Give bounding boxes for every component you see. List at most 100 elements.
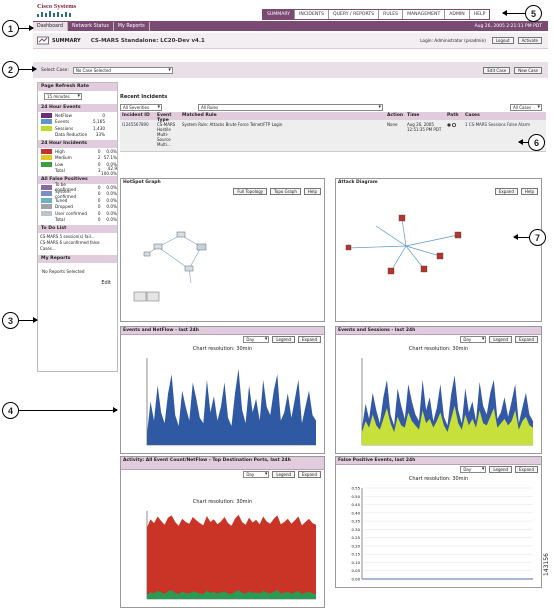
- expand-button[interactable]: Expand: [515, 466, 538, 473]
- nav-query-reports[interactable]: QUERY / REPORTS: [328, 10, 378, 19]
- network-device-icon[interactable]: [196, 243, 207, 251]
- topo-graph-button[interactable]: Topo Graph: [270, 188, 301, 195]
- list-item: Total 3 42.9 100.0%: [38, 166, 117, 176]
- column-header[interactable]: Incident ID: [122, 113, 150, 118]
- column-header[interactable]: Path: [447, 113, 459, 118]
- legend-swatch: [41, 112, 52, 118]
- new-case-button[interactable]: New Case: [514, 66, 542, 74]
- item-label[interactable]: Total: [55, 217, 65, 223]
- hotspot-graph[interactable]: [121, 207, 326, 317]
- item-label[interactable]: To be confirmed: [55, 182, 77, 193]
- range-select[interactable]: Day: [460, 336, 487, 343]
- logout-button[interactable]: Logout: [491, 37, 514, 44]
- edit-case-button[interactable]: Edit Case: [483, 66, 511, 74]
- full-topology-button[interactable]: Full Topology: [233, 188, 268, 195]
- tab-my-reports[interactable]: My Reports: [114, 21, 150, 31]
- matched-rule[interactable]: System Rule: Attacks Brute Force Telnet/…: [182, 122, 283, 127]
- range-select[interactable]: Day: [243, 336, 270, 343]
- incident-id[interactable]: I1245567890: [122, 122, 149, 127]
- chart-panel-title: Events and Sessions - last 24h: [336, 327, 541, 335]
- column-header[interactable]: Action: [387, 113, 404, 118]
- host-icon[interactable]: [436, 252, 444, 260]
- item-label[interactable]: Low: [55, 161, 64, 167]
- severity-filter[interactable]: All Severities: [120, 104, 162, 111]
- page-header: SUMMARY CS-MARS Standalone: LC20-Dev v4.…: [33, 33, 548, 49]
- column-header[interactable]: Time: [407, 113, 420, 118]
- refresh-title: Page Refresh Rate: [38, 83, 117, 91]
- cisco-logo: Cisco Systems: [37, 3, 97, 19]
- legend-button[interactable]: Legend: [489, 336, 513, 343]
- chart-controls: DayLegendExpand: [460, 466, 538, 473]
- host-icon[interactable]: [454, 231, 462, 239]
- nav-incidents[interactable]: INCIDENTS: [294, 10, 328, 19]
- item-label[interactable]: System confirmed: [55, 188, 77, 199]
- tab-dashboard[interactable]: Dashboard: [33, 21, 69, 31]
- item-value: 0: [97, 184, 101, 190]
- column-header[interactable]: Cases: [465, 113, 480, 118]
- hotspot-help-button[interactable]: Help: [303, 188, 321, 195]
- legend-button[interactable]: Legend: [272, 471, 296, 478]
- item-label[interactable]: Dropped: [55, 204, 73, 210]
- item-label[interactable]: User confirmed: [55, 210, 87, 216]
- incident-cases[interactable]: 1 CS-MARS Sessions False Alarm: [465, 122, 531, 127]
- host-icon[interactable]: [345, 244, 352, 251]
- network-device-icon[interactable]: [153, 243, 163, 250]
- column-header[interactable]: Event Type: [157, 113, 172, 123]
- item-value: 0: [97, 161, 101, 167]
- network-device-icon[interactable]: [184, 265, 194, 272]
- network-device-icon[interactable]: [176, 231, 186, 238]
- attack-expand-button[interactable]: Expand: [494, 188, 518, 195]
- y-tick-label: 0.30: [352, 527, 361, 532]
- refresh-select[interactable]: 15 minutes: [44, 93, 82, 100]
- nav-management[interactable]: MANAGEMENT: [402, 10, 444, 19]
- callout-5: 5: [525, 5, 542, 22]
- nav-rules[interactable]: RULES: [378, 10, 402, 19]
- expand-button[interactable]: Expand: [298, 471, 321, 478]
- rule-filter[interactable]: All Rules: [198, 104, 383, 111]
- todo-item[interactable]: CS-MARS 6 unconfirmed false Cases...: [40, 240, 100, 251]
- cases-filter[interactable]: All Cases: [510, 104, 542, 111]
- incident-path[interactable]: [445, 120, 463, 151]
- item-label[interactable]: Total: [55, 168, 65, 174]
- server-icon[interactable]: [133, 291, 160, 302]
- expand-button[interactable]: Expand: [298, 336, 321, 343]
- host-icon[interactable]: [398, 214, 406, 222]
- item-label[interactable]: Medium: [55, 155, 72, 161]
- nav-summary[interactable]: SUMMARY: [263, 10, 295, 19]
- callout-arrow-6: [518, 139, 528, 145]
- item-label[interactable]: Data Reduction: [55, 132, 88, 138]
- item-label[interactable]: Events: [55, 119, 70, 125]
- column-header[interactable]: Matched Rule: [182, 113, 217, 118]
- item-label[interactable]: Sessions: [55, 125, 74, 131]
- item-label[interactable]: NetFlow: [55, 112, 72, 118]
- tab-network-status[interactable]: Network Status: [68, 21, 114, 31]
- table-row[interactable]: I1245567890 CS-MARS Hostile Multi-Source…: [120, 120, 546, 152]
- legend-button[interactable]: Legend: [489, 466, 513, 473]
- reports-title: My Reports: [38, 255, 117, 263]
- item-label[interactable]: Tuned: [55, 197, 68, 203]
- item-percent: 0.0%: [106, 197, 117, 203]
- host-icon[interactable]: [420, 265, 428, 273]
- activate-button[interactable]: Activate: [517, 37, 542, 44]
- reports-edit-link[interactable]: Edit: [101, 280, 111, 286]
- host-icon[interactable]: [387, 267, 395, 275]
- expand-button[interactable]: Expand: [515, 336, 538, 343]
- path-icon[interactable]: [447, 122, 459, 128]
- attack-help-button[interactable]: Help: [520, 188, 538, 195]
- range-select[interactable]: Day: [460, 466, 487, 473]
- network-device-icon[interactable]: [143, 251, 151, 257]
- nav-admin[interactable]: ADMIN: [444, 10, 468, 19]
- item-value: 0: [97, 191, 101, 197]
- attack-diagram[interactable]: [336, 201, 543, 311]
- callout-arrow-1: [19, 25, 34, 31]
- case-select[interactable]: No Case Selected: [72, 66, 173, 74]
- incident-action: None: [387, 122, 398, 127]
- nav-help[interactable]: HELP: [468, 10, 490, 19]
- todo-item[interactable]: CS-MARS 5 session(s) fail...: [40, 234, 95, 239]
- range-select[interactable]: Day: [243, 471, 270, 478]
- case-label: Select Case:: [41, 67, 69, 73]
- item-label[interactable]: High: [55, 148, 65, 154]
- legend-button[interactable]: Legend: [272, 336, 296, 343]
- login-text: Login: Administrator (pnadmin): [420, 38, 486, 43]
- y-tick-label: 0.20: [352, 543, 361, 548]
